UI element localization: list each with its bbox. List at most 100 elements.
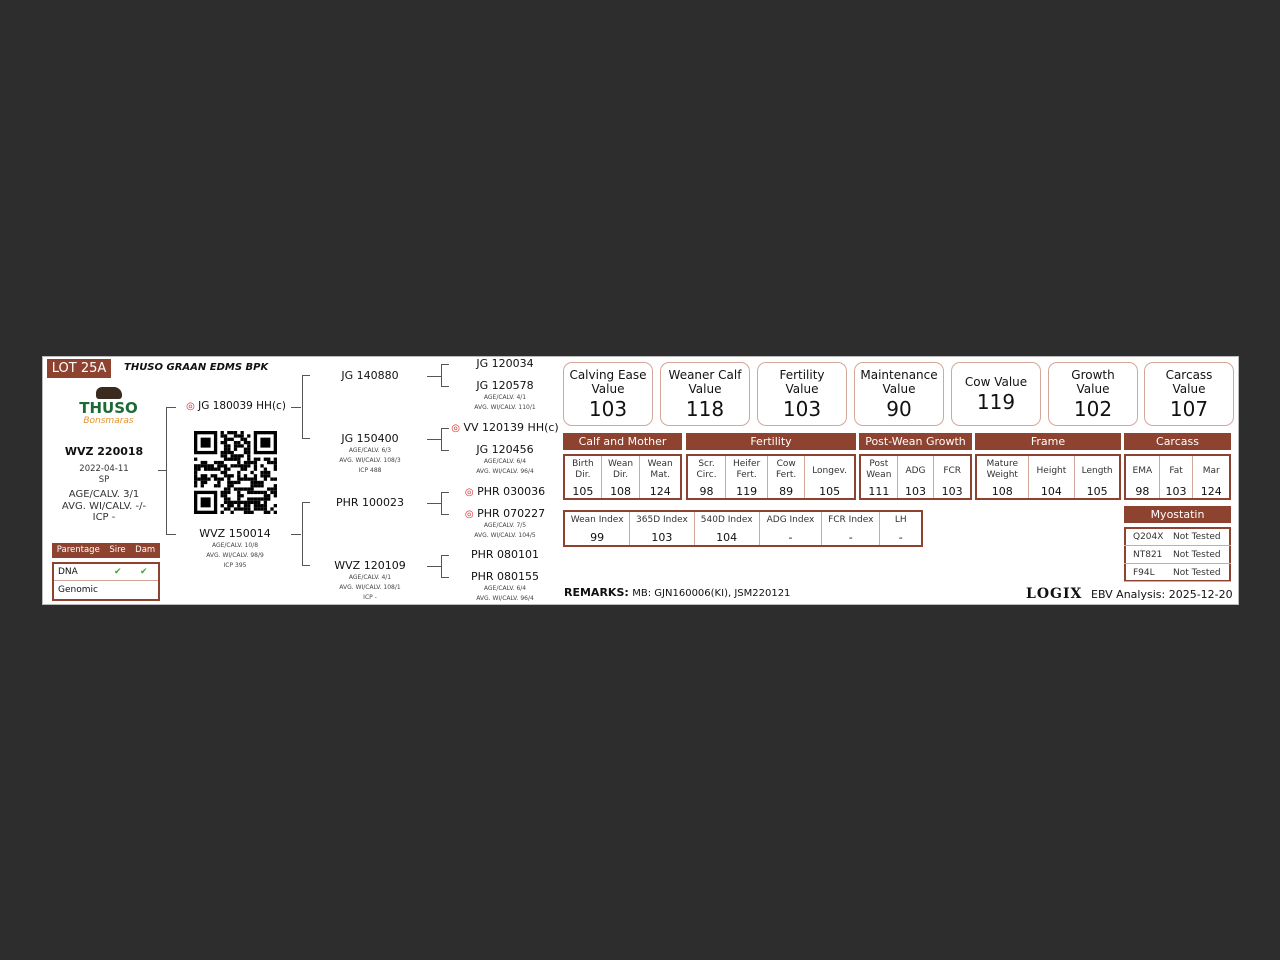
value-label: Weaner Calf	[668, 368, 742, 382]
great-grandparent-detail: AGE/CALV. 4/1	[483, 394, 527, 401]
myostatin-gene: NT821	[1133, 550, 1163, 560]
ebv-table-3: Mature Weight 108 Height 104 Length 105	[975, 454, 1121, 500]
pedigree-line	[441, 450, 449, 451]
parentage-table: DNA ✔ ✔ Genomic	[52, 562, 160, 601]
sire-suffix: HH(c)	[256, 400, 286, 412]
index-cell: 365D Index 103	[630, 512, 695, 545]
ebv-cell: Mar 124	[1193, 456, 1229, 498]
value-score: 102	[1073, 397, 1113, 421]
index-cell: FCR Index -	[822, 512, 881, 545]
section-header: Calf and Mother	[563, 433, 682, 450]
great-grandparent[interactable]: JG 120034	[476, 357, 533, 370]
dam-id[interactable]: WVZ 150014	[199, 527, 271, 540]
value-score: 119	[976, 390, 1016, 414]
pedigree-line	[166, 407, 167, 535]
pedigree-line	[302, 375, 310, 376]
index-cell: ADG Index -	[760, 512, 823, 545]
ebv-value: 98	[699, 485, 714, 498]
great-grandparent[interactable]: ◎ VV 120139 HH(c)	[451, 421, 558, 434]
ebv-label: Length	[1081, 466, 1113, 476]
grandparent-id[interactable]: JG 150400	[341, 432, 399, 445]
pedigree-line	[427, 566, 441, 567]
ebv-label: Fat	[1169, 466, 1183, 476]
grandparent-id[interactable]: WVZ 120109	[334, 559, 406, 572]
value-label: Growth	[1071, 368, 1115, 382]
great-grandparent[interactable]: ◎ PHR 070227	[465, 507, 545, 520]
great-grandparent-id: PHR 070227	[477, 507, 546, 520]
pedigree-line	[166, 407, 176, 408]
sire-column: Sire	[109, 545, 126, 555]
value-score: 90	[886, 397, 912, 421]
animal-icp: ICP -	[92, 512, 116, 523]
great-grandparent[interactable]: ◎ PHR 030036	[465, 485, 545, 498]
ebv-value: 105	[1086, 485, 1108, 498]
ebv-label: EMA	[1132, 466, 1153, 476]
value-label: Value	[688, 382, 722, 396]
great-grandparent[interactable]: JG 120578	[476, 379, 533, 392]
myostatin-header: Myostatin	[1124, 506, 1231, 523]
ebv-cell: Heifer Fert. 119	[726, 456, 769, 498]
ebv-table-1: Scr. Circ. 98 Heifer Fert. 119 Cow Fert. 89 Lo…	[686, 454, 856, 500]
sire-dna-check-icon: ✔	[114, 567, 122, 577]
pedigree-line	[302, 565, 310, 566]
remarks-text: MB: GJN160006(KI), JSM220121	[632, 588, 791, 599]
ebv-label: FCR	[943, 466, 962, 476]
value-label: Value	[1172, 382, 1206, 396]
ebv-label: Mature Weight	[986, 459, 1019, 480]
semen-target-icon: ◎	[464, 509, 474, 520]
value-box-6: Carcass Value 107	[1144, 362, 1234, 426]
pedigree-line	[441, 555, 442, 577]
value-label: Carcass	[1165, 368, 1213, 382]
ebv-label: Wean Dir.	[608, 459, 634, 480]
great-grandparent-detail: AGE/CALV. 7/5	[483, 522, 527, 529]
great-grandparent[interactable]: PHR 080101	[471, 548, 539, 561]
ebv-value: 105	[572, 485, 594, 498]
value-box-4: Cow Value 119	[951, 362, 1041, 426]
myostatin-status: Not Tested	[1173, 532, 1221, 542]
analysis-date: EBV Analysis: 2025-12-20	[1091, 588, 1233, 601]
value-box-5: Growth Value 102	[1048, 362, 1138, 426]
index-table: Wean Index 99 365D Index 103 540D Index 104 AD…	[563, 510, 923, 547]
ebv-label: ADG	[905, 466, 926, 476]
value-box-0: Calving Ease Value 103	[563, 362, 653, 426]
myostatin-row: F94L Not Tested	[1124, 564, 1231, 582]
index-cell: 540D Index 104	[695, 512, 760, 545]
genomic-label: Genomic	[58, 585, 98, 595]
index-value: 104	[716, 531, 738, 544]
ebv-cell: ADG 103	[898, 456, 935, 498]
myostatin-row: Q204X Not Tested	[1124, 528, 1231, 546]
grandparent-detail: AVG. WI/CALV. 108/1	[339, 584, 401, 591]
ebv-value: 103	[905, 485, 926, 498]
index-label: LH	[894, 515, 907, 525]
ebv-cell: Post Wean 111	[861, 456, 898, 498]
index-cell: LH -	[880, 512, 921, 545]
semen-target-icon: ◎	[186, 401, 195, 412]
value-box-3: Maintenance Value 90	[854, 362, 944, 426]
ebv-value: 103	[941, 485, 963, 498]
pedigree-line	[166, 534, 176, 535]
myostatin-row: NT821 Not Tested	[1124, 546, 1231, 564]
ebv-value: 124	[649, 485, 671, 498]
sire[interactable]: ◎ JG 180039 HH(c)	[186, 400, 286, 412]
grandparent-id[interactable]: PHR 100023	[335, 496, 405, 509]
great-grandparent-id: JG 120034	[476, 357, 534, 370]
remarks-label: REMARKS:	[564, 586, 629, 599]
ebv-value: 103	[1165, 485, 1187, 498]
grandparent-detail: AVG. WI/CALV. 108/3	[339, 457, 401, 464]
grandparent-detail: ICP -	[363, 594, 377, 601]
great-grandparent[interactable]: PHR 080155	[471, 570, 539, 583]
great-grandparent-detail: AVG. WI/CALV. 96/4	[476, 595, 534, 602]
pedigree-line	[302, 375, 303, 439]
pedigree-line	[302, 438, 310, 439]
ebv-cell: Longev. 105	[805, 456, 854, 498]
ebv-cell: Wean Mat. 124	[640, 456, 680, 498]
grandparent-id[interactable]: JG 140880	[341, 369, 399, 382]
animal-age-calv: AGE/CALV. 3/1	[68, 489, 140, 500]
value-label: Cow Value	[964, 375, 1028, 389]
ebv-cell: Height 104	[1029, 456, 1076, 498]
ebv-value: 98	[1135, 485, 1150, 498]
grandparent-detail: AGE/CALV. 6/3	[348, 447, 392, 454]
ebv-value: 108	[991, 485, 1013, 498]
ebv-cell: EMA 98	[1126, 456, 1160, 498]
great-grandparent[interactable]: JG 120456	[476, 443, 533, 456]
